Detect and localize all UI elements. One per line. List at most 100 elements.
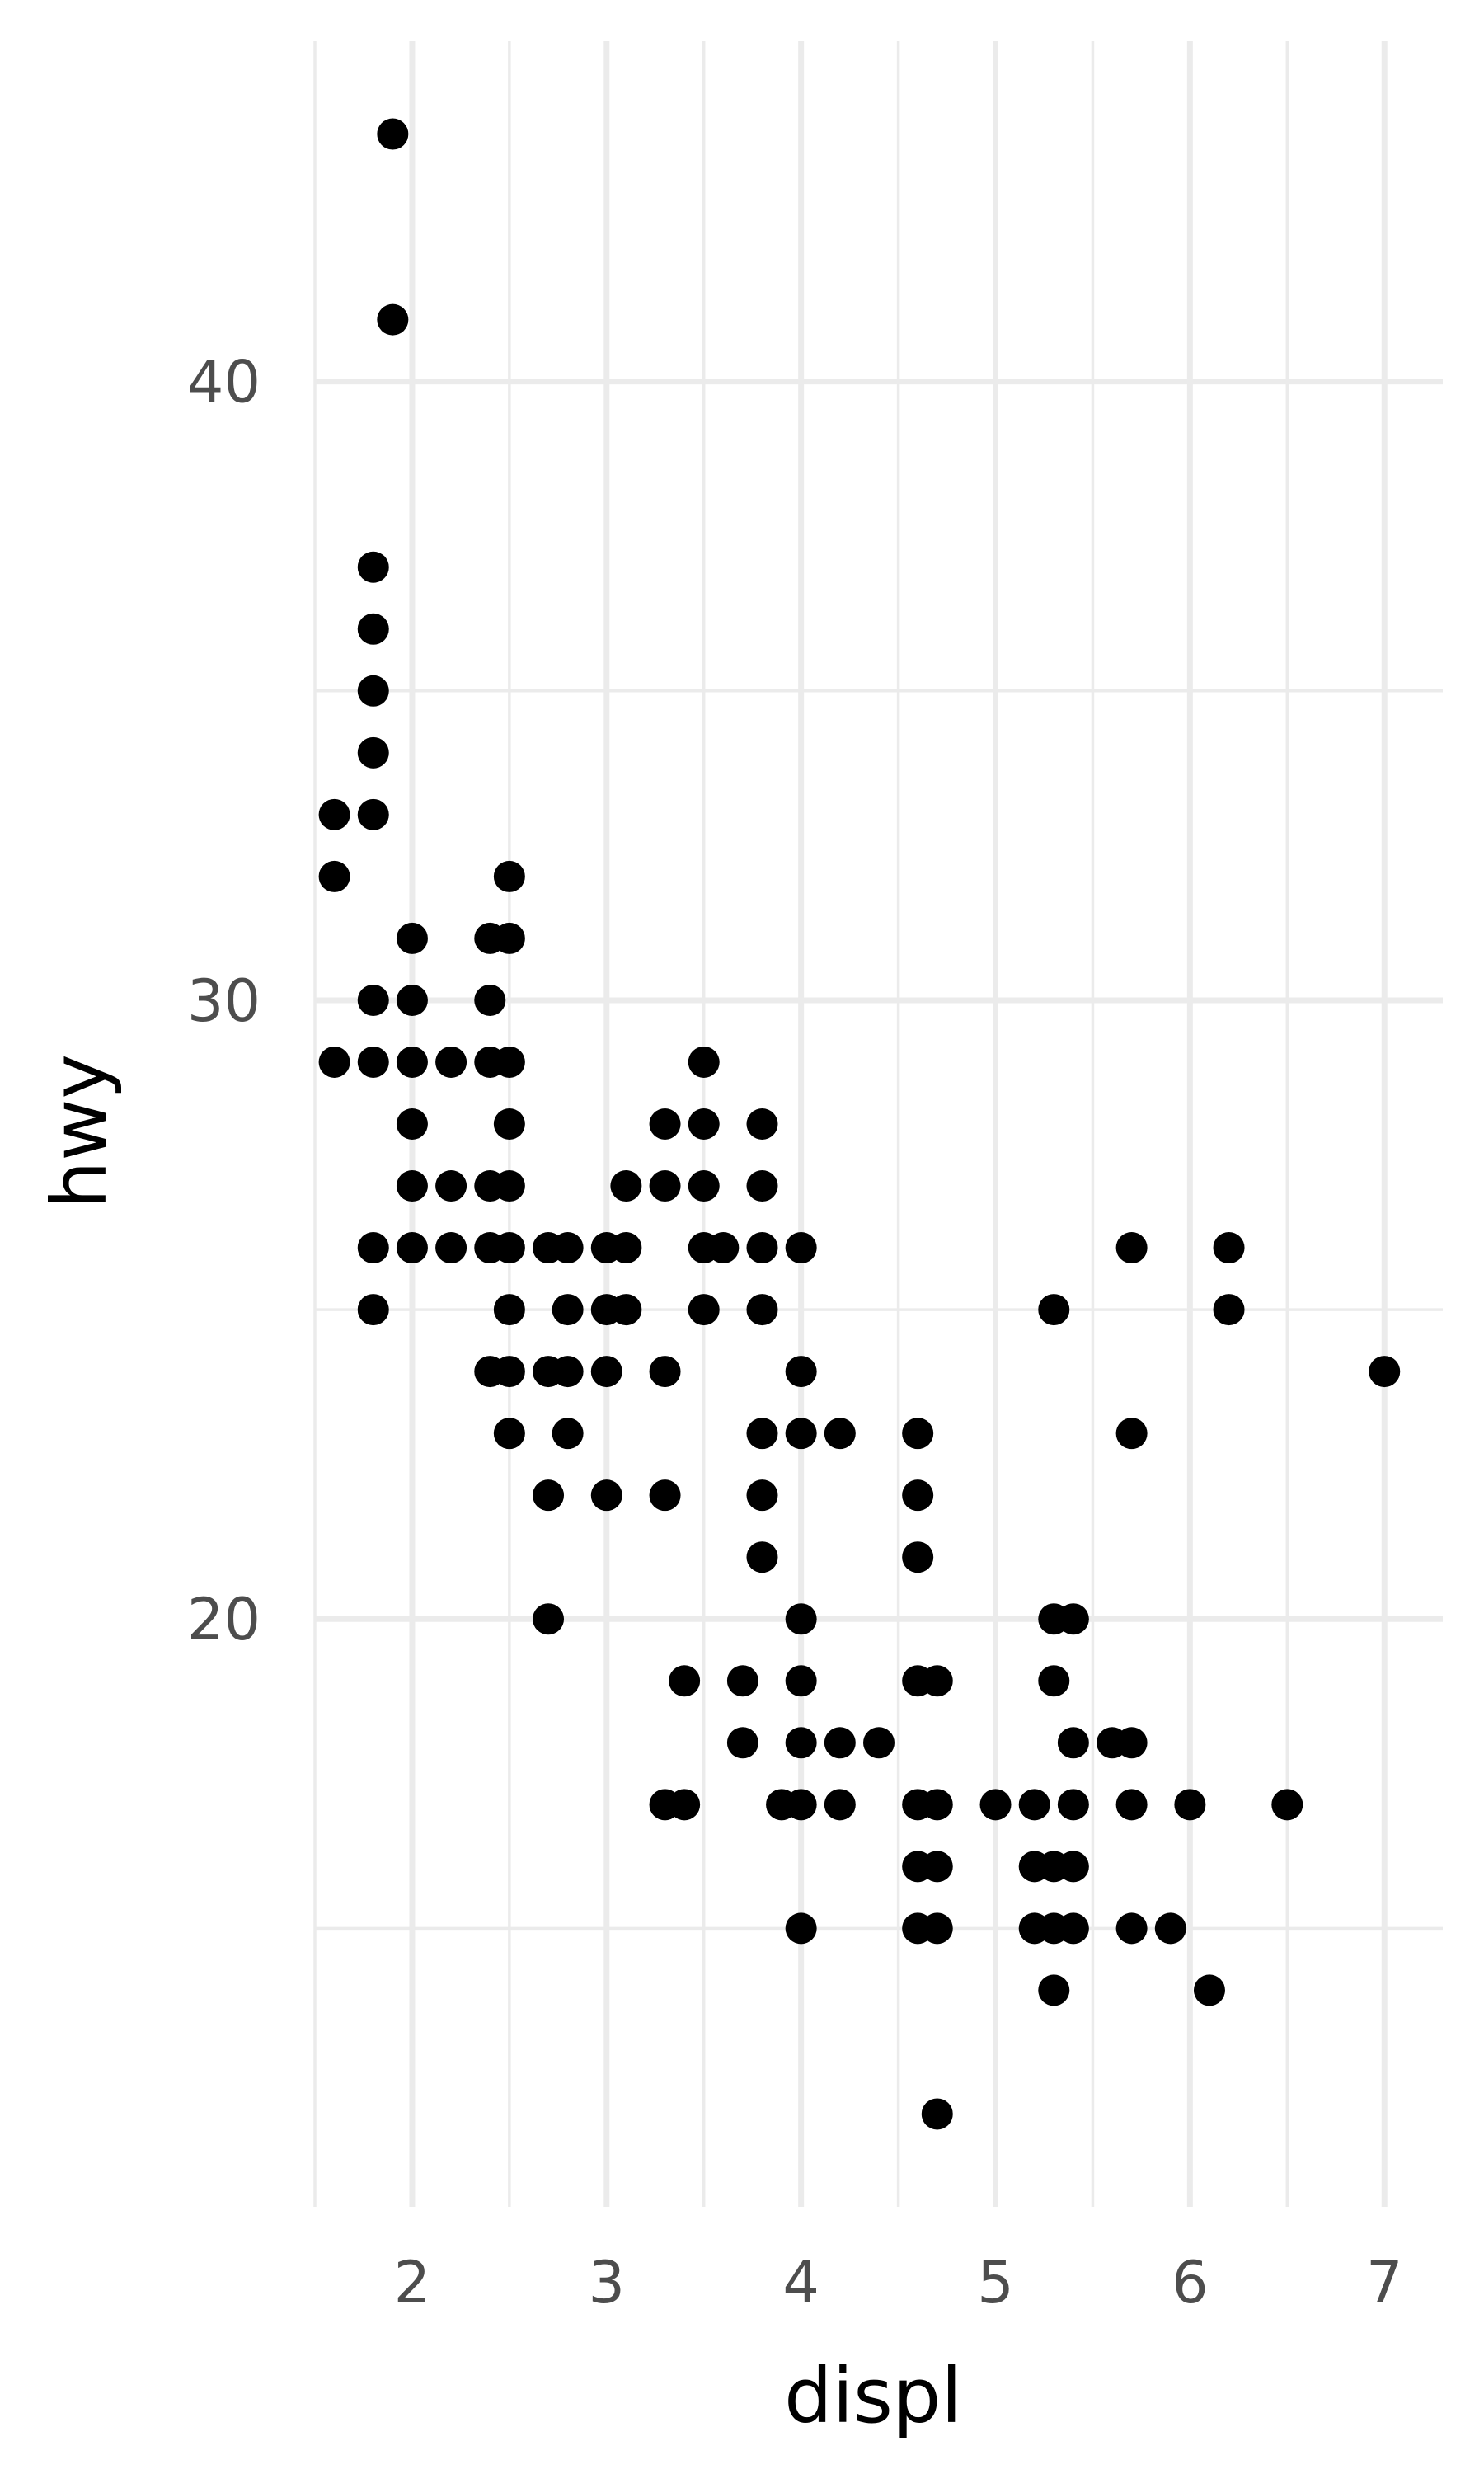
data-point xyxy=(377,118,409,150)
data-point xyxy=(435,1232,467,1264)
data-point xyxy=(1057,1912,1089,1945)
data-point xyxy=(357,1046,389,1078)
data-point xyxy=(1057,1851,1089,1883)
data-point xyxy=(357,613,389,645)
data-point xyxy=(1115,1789,1148,1821)
data-point xyxy=(610,1232,642,1264)
data-point xyxy=(1038,1294,1070,1326)
data-point xyxy=(1174,1789,1206,1821)
data-point xyxy=(726,1727,758,1759)
data-point xyxy=(318,860,350,892)
data-point xyxy=(688,1046,720,1078)
x-tick-label: 7 xyxy=(1366,2249,1403,2316)
data-point xyxy=(726,1665,758,1697)
y-tick-label: 40 xyxy=(187,349,261,416)
data-point xyxy=(746,1170,778,1202)
data-point xyxy=(669,1665,701,1697)
data-point xyxy=(318,798,350,830)
data-point xyxy=(688,1294,720,1326)
data-point xyxy=(396,984,428,1016)
data-point xyxy=(396,1046,428,1078)
data-point xyxy=(493,922,525,954)
data-point xyxy=(688,1108,720,1140)
data-point xyxy=(785,1232,817,1264)
data-point xyxy=(746,1541,778,1573)
y-axis-ticks: 20 30 40 xyxy=(187,349,261,1654)
x-tick-label: 2 xyxy=(394,2249,431,2316)
x-tick-label: 3 xyxy=(589,2249,626,2316)
data-point xyxy=(357,1232,389,1264)
data-point xyxy=(785,1727,817,1759)
data-point xyxy=(707,1232,740,1264)
x-tick-label: 6 xyxy=(1172,2249,1209,2316)
data-point xyxy=(1057,1727,1089,1759)
data-point xyxy=(824,1418,856,1450)
x-axis-title: displ xyxy=(784,2352,962,2440)
x-tick-label: 4 xyxy=(782,2249,819,2316)
data-point xyxy=(318,1046,350,1078)
data-point xyxy=(863,1727,895,1759)
data-point xyxy=(649,1356,681,1388)
data-point xyxy=(357,1294,389,1326)
data-point xyxy=(1193,1974,1225,2006)
data-point xyxy=(902,1418,934,1450)
data-point xyxy=(746,1294,778,1326)
data-point xyxy=(746,1232,778,1264)
data-point xyxy=(785,1356,817,1388)
data-point xyxy=(435,1046,467,1078)
data-point xyxy=(1115,1912,1148,1945)
data-point xyxy=(785,1665,817,1697)
data-point xyxy=(785,1418,817,1450)
data-point xyxy=(396,922,428,954)
data-point xyxy=(688,1170,720,1202)
data-point xyxy=(474,984,506,1016)
data-point xyxy=(493,1294,525,1326)
data-point xyxy=(1154,1912,1186,1945)
data-point xyxy=(649,1170,681,1202)
data-point xyxy=(493,1046,525,1078)
data-point xyxy=(357,551,389,583)
data-point xyxy=(396,1232,428,1264)
data-point xyxy=(824,1727,856,1759)
data-point xyxy=(357,984,389,1016)
data-point xyxy=(1213,1294,1245,1326)
y-axis-title: hwy xyxy=(35,1054,124,1209)
data-point xyxy=(1057,1603,1089,1635)
data-point xyxy=(1115,1418,1148,1450)
data-point xyxy=(746,1108,778,1140)
data-point xyxy=(921,1665,953,1697)
data-point xyxy=(785,1912,817,1945)
data-point xyxy=(533,1603,565,1635)
data-point xyxy=(1271,1789,1303,1821)
data-point xyxy=(785,1789,817,1821)
data-point xyxy=(493,1232,525,1264)
data-point xyxy=(1038,1974,1070,2006)
data-point xyxy=(533,1479,565,1512)
data-point xyxy=(396,1170,428,1202)
data-point xyxy=(552,1356,584,1388)
data-point xyxy=(377,303,409,336)
data-point xyxy=(902,1541,934,1573)
data-point xyxy=(493,1108,525,1140)
data-point xyxy=(610,1294,642,1326)
data-points xyxy=(318,118,1401,2130)
data-point xyxy=(493,1418,525,1450)
data-point xyxy=(1115,1727,1148,1759)
data-point xyxy=(649,1479,681,1512)
data-point xyxy=(649,1108,681,1140)
data-point xyxy=(902,1479,934,1512)
y-tick-label: 30 xyxy=(187,967,261,1035)
data-point xyxy=(1057,1789,1089,1821)
data-point xyxy=(357,675,389,707)
data-point xyxy=(1115,1232,1148,1264)
data-point xyxy=(824,1789,856,1821)
data-point xyxy=(493,1170,525,1202)
x-tick-label: 5 xyxy=(977,2249,1014,2316)
data-point xyxy=(552,1294,584,1326)
data-point xyxy=(435,1170,467,1202)
data-point xyxy=(1213,1232,1245,1264)
data-point xyxy=(610,1170,642,1202)
data-point xyxy=(669,1789,701,1821)
